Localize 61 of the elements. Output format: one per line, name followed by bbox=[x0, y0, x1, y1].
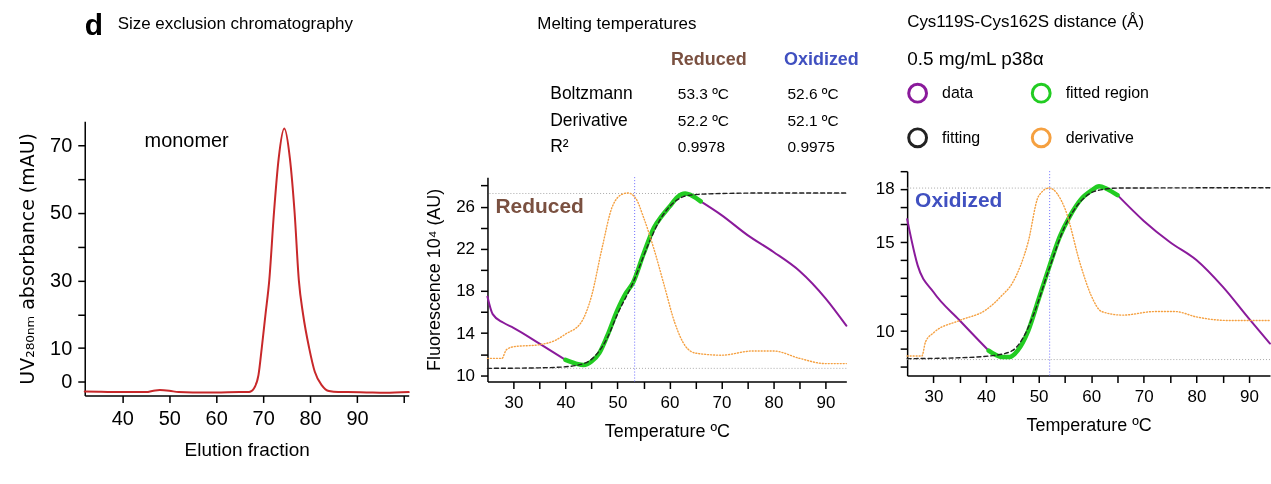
chart-title: Size exclusion chromatography bbox=[117, 13, 354, 33]
x-tick-label: 30 bbox=[924, 386, 944, 406]
text: Boltzmann bbox=[550, 83, 633, 104]
annotation: Oxidized bbox=[915, 188, 1003, 212]
x-tick-label: 40 bbox=[111, 406, 134, 429]
y-tick-label: 18 bbox=[875, 179, 895, 199]
x-tick-label: 40 bbox=[977, 386, 996, 406]
y-tick-label: 30 bbox=[50, 268, 73, 291]
legend-label: fitted region bbox=[1065, 84, 1149, 102]
y-tick-label: 10 bbox=[456, 365, 476, 385]
y-tick-label: 10 bbox=[875, 321, 895, 341]
text: 52.1 ºC bbox=[787, 111, 839, 129]
y-tick-label: 22 bbox=[456, 239, 476, 259]
text: 52.6 ºC bbox=[787, 85, 839, 103]
y-tick-label: 18 bbox=[456, 281, 476, 301]
x-tick-label: 80 bbox=[764, 392, 784, 412]
annotation: monomer bbox=[144, 129, 230, 152]
x-tick-label: 50 bbox=[1029, 386, 1049, 406]
text: Reduced bbox=[670, 48, 747, 69]
x-tick-label: 70 bbox=[252, 406, 275, 429]
x-tick-label: 90 bbox=[1240, 386, 1259, 406]
x-tick-label: 80 bbox=[299, 406, 322, 429]
legend-label: fitting bbox=[942, 128, 981, 146]
legend-title: 0.5 mg/mL p38α bbox=[907, 47, 1044, 69]
text: Oxidized bbox=[784, 48, 859, 69]
x-tick-label: 90 bbox=[346, 406, 369, 429]
text: R² bbox=[550, 136, 569, 157]
y-tick-label: 14 bbox=[456, 323, 476, 343]
text: 53.3 ºC bbox=[677, 85, 729, 103]
x-tick-label: 30 bbox=[504, 392, 524, 412]
x-tick-label: 70 bbox=[712, 392, 732, 412]
text: d bbox=[84, 7, 103, 41]
x-tick-label: 50 bbox=[608, 392, 628, 412]
text: 0.9975 bbox=[787, 138, 835, 156]
legend-label: derivative bbox=[1065, 128, 1134, 146]
x-axis-title: Temperature ºC bbox=[1026, 414, 1152, 435]
x-tick-label: 90 bbox=[816, 392, 836, 412]
y-axis-title: UV₂₈₀ₙₘ absorbance (mAU) bbox=[16, 133, 39, 385]
x-axis-title: Elution fraction bbox=[184, 438, 310, 460]
text: Cys119S-Cys162S distance (Å) bbox=[907, 11, 1145, 31]
x-tick-label: 60 bbox=[1082, 386, 1102, 406]
y-tick-label: 26 bbox=[456, 197, 476, 217]
x-tick-label: 60 bbox=[205, 406, 228, 429]
x-tick-label: 80 bbox=[1187, 386, 1207, 406]
y-tick-label: 15 bbox=[875, 232, 895, 252]
y-tick-label: 70 bbox=[50, 133, 73, 156]
x-tick-label: 60 bbox=[660, 392, 680, 412]
x-tick-label: 40 bbox=[556, 392, 576, 412]
x-tick-label: 70 bbox=[1134, 386, 1154, 406]
y-tick-label: 50 bbox=[50, 201, 73, 224]
y-tick-label: 0 bbox=[61, 370, 73, 393]
legend-label: data bbox=[942, 84, 974, 102]
text: 0.9978 bbox=[677, 138, 726, 156]
x-axis-title: Temperature ºC bbox=[604, 420, 731, 441]
y-tick-label: 10 bbox=[50, 336, 73, 359]
annotation: Reduced bbox=[495, 194, 584, 218]
text: Derivative bbox=[550, 109, 628, 130]
x-tick-label: 50 bbox=[158, 406, 181, 429]
y-axis-title: Fluorescence 10⁴ (AU) bbox=[424, 188, 445, 371]
text: Melting temperatures bbox=[537, 13, 697, 33]
text: 52.2 ºC bbox=[677, 111, 729, 129]
